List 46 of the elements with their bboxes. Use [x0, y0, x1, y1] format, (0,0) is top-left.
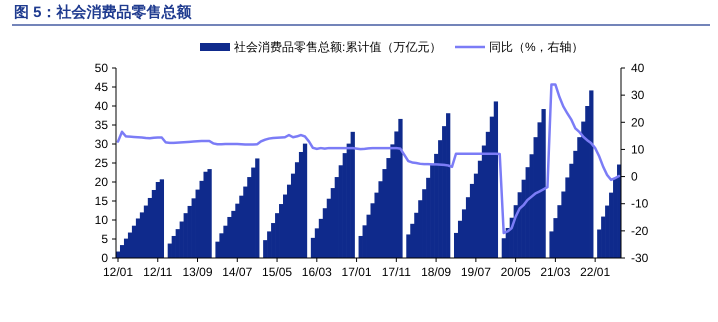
y2-tick-label: 30 — [631, 88, 645, 102]
y-tick-label: 35 — [94, 118, 108, 132]
y-tick-label: 30 — [94, 137, 108, 151]
y2-tick-label: -20 — [631, 224, 649, 238]
x-tick-label: 12/11 — [143, 265, 173, 279]
y2-tick-label: 10 — [631, 142, 645, 156]
y2-tick-label: -30 — [631, 251, 649, 265]
y2-tick-label: 40 — [631, 61, 645, 75]
bar — [207, 169, 212, 258]
y-tick-label: 25 — [94, 156, 108, 170]
y-tick-label: 50 — [94, 61, 108, 75]
y2-tick-label: 0 — [631, 170, 638, 184]
x-tick-label: 20/05 — [500, 265, 531, 279]
bar — [446, 113, 450, 258]
x-tick-label: 17/01 — [342, 265, 372, 279]
chart-title: 图 5：社会消费品零售总额 — [14, 3, 193, 21]
y2-tick-label: -10 — [631, 196, 649, 211]
y-tick-label: 15 — [94, 194, 108, 208]
bar — [255, 158, 260, 258]
legend-label: 同比（%，右轴） — [489, 40, 584, 54]
line-series — [116, 83, 620, 234]
x-tick-label: 15/05 — [262, 265, 292, 279]
x-tick-label: 16/03 — [302, 265, 332, 279]
bar — [494, 101, 498, 258]
bar — [589, 90, 594, 258]
legend-label: 社会消费品零售总额:累计值（万亿元） — [234, 40, 442, 54]
y-tick-label: 20 — [94, 175, 108, 189]
bar — [398, 118, 403, 258]
bar — [160, 179, 164, 258]
y-tick-label: 40 — [94, 99, 108, 113]
x-tick-label: 19/07 — [460, 265, 492, 279]
y2-tick-label: 20 — [631, 115, 645, 130]
y-tick-label: 45 — [94, 80, 108, 94]
x-tick-label: 14/07 — [222, 265, 253, 279]
x-tick-label: 22/01 — [580, 265, 610, 279]
x-tick-label: 17/11 — [382, 265, 412, 279]
x-tick-label: 12/01 — [102, 265, 134, 279]
x-tick-label: 13/09 — [182, 265, 213, 279]
y-tick-label: 5 — [101, 232, 108, 246]
bar — [541, 109, 546, 258]
y-tick-label: 10 — [94, 213, 108, 227]
bar — [350, 132, 355, 258]
y-tick-label: 0 — [101, 251, 108, 265]
x-tick-label: 21/03 — [540, 265, 571, 279]
x-tick-label: 18/09 — [421, 265, 452, 279]
bar — [302, 144, 308, 258]
